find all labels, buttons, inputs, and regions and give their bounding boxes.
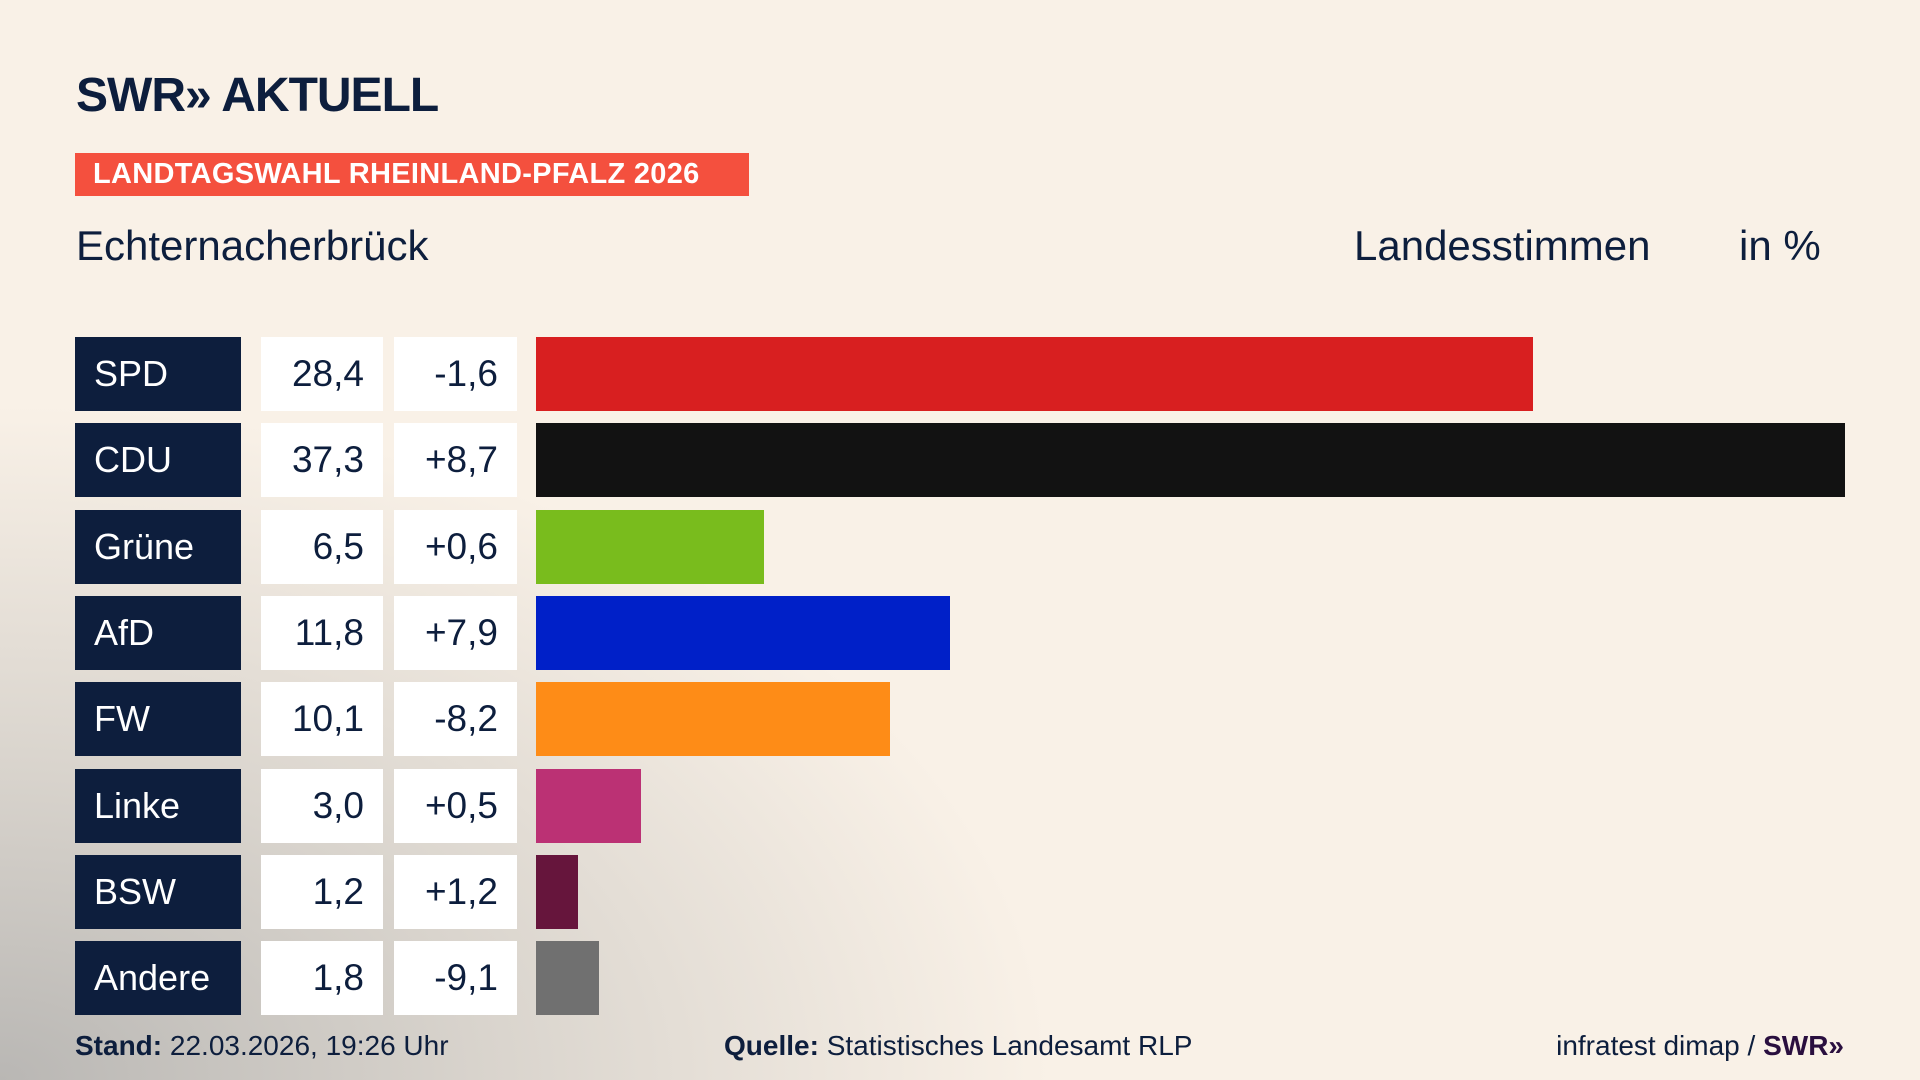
party-label: AfD [75, 595, 241, 670]
party-label: SPD [75, 337, 241, 411]
measure-label: Landesstimmen [1354, 222, 1651, 269]
value-label: 28,4 [261, 337, 383, 411]
bar [536, 768, 642, 843]
diff-label: +0,6 [394, 509, 517, 584]
source: Quelle: Statistisches Landesamt RLP [724, 1030, 1192, 1062]
value-label: 37,3 [261, 423, 383, 498]
value-label: 1,2 [261, 854, 383, 929]
diff-label: +0,5 [394, 768, 517, 843]
source-value: Statistisches Landesamt RLP [826, 1030, 1193, 1061]
diff-label: +7,9 [394, 595, 517, 670]
source-label: Quelle: [724, 1030, 819, 1061]
swr-logo: SWR» [1763, 1030, 1844, 1061]
value-label: 11,8 [261, 595, 383, 670]
credit-text: infratest dimap / [1556, 1030, 1756, 1061]
timestamp: Stand: 22.03.2026, 19:26 Uhr [75, 1030, 449, 1062]
bar [536, 337, 1533, 411]
bar [536, 854, 579, 929]
place-title: Echternacherbrück [76, 222, 429, 269]
bar [536, 509, 765, 584]
unit-label: in % [1739, 222, 1821, 269]
bar [536, 941, 600, 1016]
value-label: 1,8 [261, 941, 383, 1016]
party-label: Andere [75, 941, 241, 1016]
party-label: BSW [75, 854, 241, 929]
bar [536, 595, 951, 670]
party-label: Grüne [75, 509, 241, 584]
party-label: FW [75, 682, 241, 757]
value-label: 6,5 [261, 509, 383, 584]
diff-label: +8,7 [394, 423, 517, 498]
stand-label: Stand: [75, 1030, 163, 1061]
bar [536, 682, 891, 757]
swr-aktuell-logo: SWR» AKTUELL [76, 69, 439, 122]
diff-label: -8,2 [394, 682, 517, 757]
diff-label: +1,2 [394, 854, 517, 929]
bar [536, 423, 1845, 498]
value-label: 10,1 [261, 682, 383, 757]
value-label: 3,0 [261, 768, 383, 843]
party-label: CDU [75, 423, 241, 498]
stand-value: 22.03.2026, 19:26 Uhr [169, 1030, 449, 1061]
credit: infratest dimap / SWR» [1556, 1030, 1844, 1062]
diff-label: -9,1 [394, 941, 517, 1016]
diff-label: -1,6 [394, 337, 517, 411]
party-label: Linke [75, 768, 241, 843]
election-banner: LANDTAGSWAHL RHEINLAND-PFALZ 2026 [75, 153, 749, 196]
